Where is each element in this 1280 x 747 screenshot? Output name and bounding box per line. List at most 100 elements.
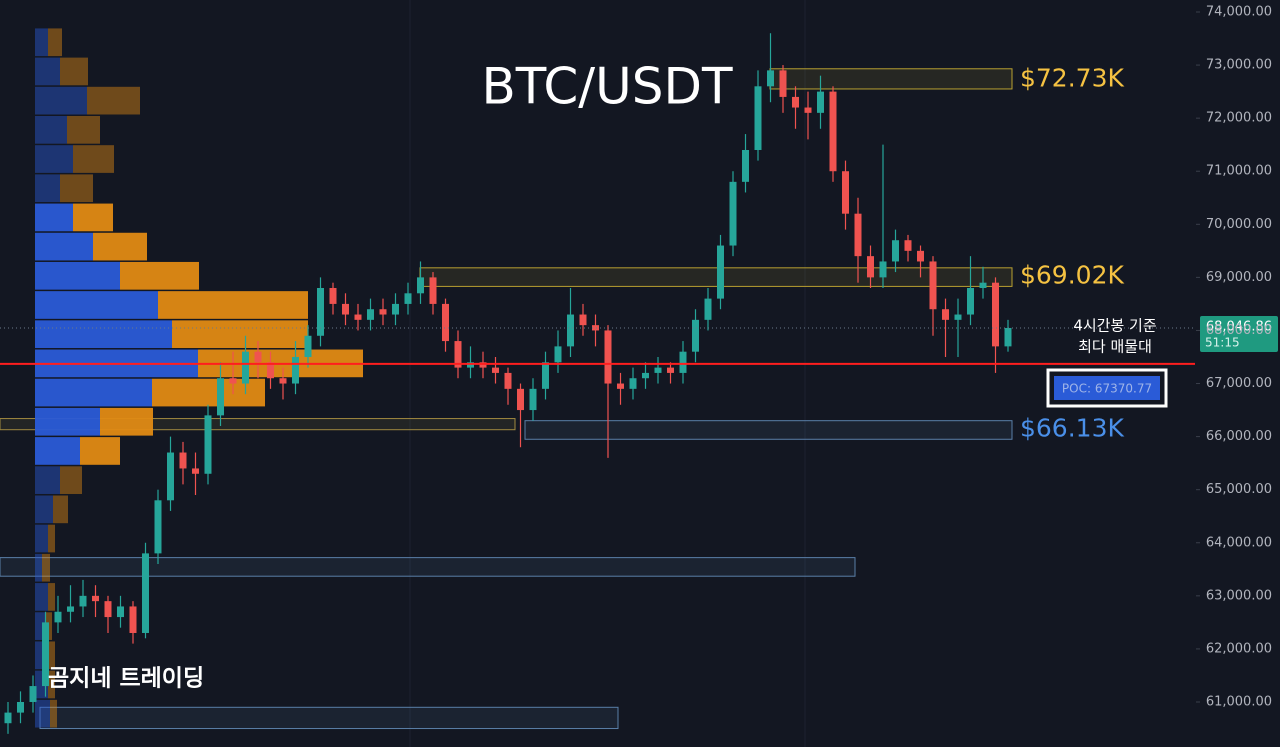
- candle-body: [54, 611, 62, 623]
- profile-buy: [35, 115, 67, 144]
- profile-buy: [35, 57, 60, 86]
- price-zone: [39, 706, 619, 730]
- candle-body: [1004, 327, 1012, 347]
- profile-sell: [73, 145, 114, 173]
- candle-body: [129, 606, 137, 633]
- profile-sell: [53, 495, 68, 524]
- y-tick-label: 63,000.00: [1206, 588, 1272, 603]
- candle-body: [442, 303, 449, 342]
- candle-body: [304, 335, 312, 357]
- candle-body: [267, 362, 274, 379]
- candle-body: [767, 70, 774, 87]
- chart-title: BTC/USDT: [481, 58, 733, 116]
- candle-body: [854, 213, 862, 257]
- candle-body: [492, 367, 499, 373]
- profile-sell: [93, 232, 147, 261]
- profile-sell: [158, 291, 308, 319]
- profile-sell: [172, 320, 308, 349]
- candle-body: [517, 388, 524, 411]
- y-tick-label: 72,000.00: [1206, 111, 1272, 126]
- candle-body: [479, 362, 487, 368]
- countdown: 51:15: [1205, 335, 1240, 349]
- candle-body: [892, 240, 899, 262]
- candle-body: [717, 245, 724, 299]
- price-zone: [0, 557, 856, 577]
- profile-sell: [50, 699, 57, 728]
- profile-sell: [120, 261, 199, 290]
- candle-body: [792, 96, 799, 108]
- y-tick-label: 71,000.00: [1206, 164, 1272, 179]
- candle-body: [154, 500, 162, 554]
- profile-buy: [35, 407, 100, 436]
- profile-buy: [35, 612, 45, 640]
- y-tick-label: 68,000.00: [1206, 323, 1272, 338]
- candle-body: [142, 553, 149, 633]
- poc-note: 4시간봉 기준: [1073, 317, 1157, 335]
- profile-buy: [35, 174, 60, 203]
- candle-body: [117, 606, 124, 618]
- candle-body: [17, 701, 24, 713]
- profile-sell: [67, 115, 100, 144]
- profile-sell: [48, 28, 62, 57]
- candle-body: [192, 468, 199, 474]
- profile-sell: [48, 583, 55, 611]
- profile-buy: [35, 203, 73, 232]
- candle-body: [217, 378, 224, 416]
- candle-body: [842, 171, 849, 214]
- candle-body: [567, 314, 574, 347]
- last-price-label: 68,046.86: [1206, 319, 1272, 334]
- y-tick-label: 61,000.00: [1206, 694, 1272, 709]
- price-zone: [419, 267, 1013, 287]
- candle-body: [929, 261, 937, 310]
- profile-sell: [42, 553, 50, 582]
- y-tick-label: 67,000.00: [1206, 376, 1272, 391]
- profile-buy: [35, 437, 80, 465]
- zones: [0, 68, 1013, 730]
- y-tick-label: 66,000.00: [1206, 429, 1272, 444]
- y-tick-label: 64,000.00: [1206, 535, 1272, 550]
- candle-body: [429, 277, 437, 304]
- candle-body: [667, 367, 674, 373]
- price-zone: [0, 418, 516, 431]
- candle-body: [979, 282, 987, 288]
- profile-sell: [48, 670, 55, 699]
- candle-body: [104, 601, 112, 618]
- y-tick-label: 70,000.00: [1206, 217, 1272, 232]
- candle-body: [654, 367, 662, 373]
- profile-buy: [35, 320, 172, 349]
- candle-body: [804, 107, 812, 113]
- candle-body: [454, 341, 462, 368]
- candle-body: [954, 314, 962, 320]
- candle-body: [367, 309, 374, 320]
- y-tick-label: 65,000.00: [1206, 482, 1272, 497]
- price-axis: 61,000.00 62,000.00 63,000.00 64,000.00 65,0…: [1196, 4, 1272, 709]
- volume-profile: [35, 28, 363, 728]
- candle-body: [404, 293, 412, 304]
- profile-buy: [35, 291, 158, 319]
- candle-body: [292, 356, 299, 384]
- candle-body: [79, 595, 87, 607]
- candle-body: [254, 351, 262, 363]
- candle-body: [629, 378, 637, 389]
- candle-body: [204, 415, 212, 474]
- price-annotation: $69.02K: [1020, 260, 1124, 289]
- profile-buy: [35, 495, 53, 524]
- poc-box: [1046, 368, 1168, 408]
- candle-body: [967, 287, 974, 315]
- y-tick-label: 73,000.00: [1206, 58, 1272, 73]
- candle-body: [179, 452, 187, 469]
- profile-sell: [60, 174, 93, 203]
- candle-body: [817, 91, 824, 113]
- candle-body: [329, 287, 337, 304]
- candle-body: [167, 452, 174, 501]
- poc-label: POC: 67370.77: [1062, 382, 1152, 396]
- candle-body: [867, 256, 874, 278]
- candle-body: [679, 351, 687, 373]
- candle-body: [279, 378, 287, 384]
- y-tick-label: 74,000.00: [1206, 4, 1272, 19]
- candle-body: [467, 362, 474, 368]
- candle-body: [92, 595, 99, 602]
- candle-body: [704, 298, 712, 320]
- candle-body: [592, 325, 599, 331]
